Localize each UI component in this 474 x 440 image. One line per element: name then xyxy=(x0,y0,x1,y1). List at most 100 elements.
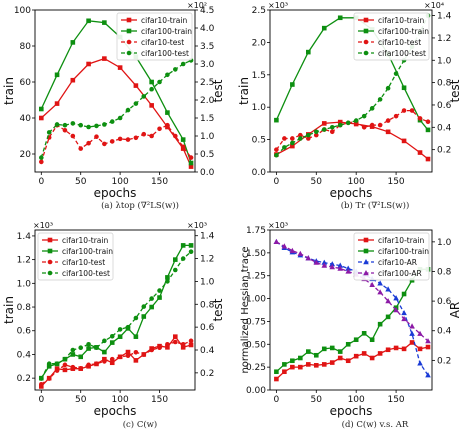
y-tick-label: 1.75 xyxy=(246,226,266,236)
data-point xyxy=(133,334,139,339)
data-point xyxy=(361,331,367,336)
data-point xyxy=(329,129,335,135)
data-point xyxy=(78,146,84,151)
y-tick-label: 0.00 xyxy=(246,386,266,396)
x-tick-label: 150 xyxy=(387,177,404,187)
data-point xyxy=(62,367,68,373)
data-point xyxy=(385,314,391,320)
data-point xyxy=(157,345,162,351)
legend-marker xyxy=(126,39,132,45)
legend-marker xyxy=(126,17,132,23)
data-point xyxy=(149,79,154,85)
data-point xyxy=(86,140,91,146)
x-axis-label: epochs xyxy=(330,186,373,200)
data-point xyxy=(377,280,383,286)
data-point xyxy=(393,307,399,313)
data-point xyxy=(157,126,162,132)
legend: cifar10-train cifar100-train cifar10-test c… xyxy=(37,232,114,281)
data-point xyxy=(425,372,431,378)
y2-tick-label: 3.5 xyxy=(200,42,214,52)
data-point xyxy=(298,364,303,370)
data-point xyxy=(274,376,279,382)
data-point xyxy=(70,121,76,126)
legend-marker xyxy=(363,39,369,45)
data-point xyxy=(102,122,107,127)
data-point xyxy=(369,122,375,128)
x-tick-label: 100 xyxy=(348,395,365,405)
data-point xyxy=(274,152,279,158)
legend-marker xyxy=(363,28,369,34)
x-tick-label: 150 xyxy=(151,177,168,187)
data-point xyxy=(385,129,391,135)
y-tick-label: 1.2 xyxy=(17,256,31,266)
data-point xyxy=(125,349,131,355)
data-point xyxy=(337,262,344,268)
data-point xyxy=(369,337,375,343)
y-tick-label: 0.2 xyxy=(17,374,31,384)
data-point xyxy=(149,86,154,92)
data-point xyxy=(377,289,383,295)
data-point xyxy=(417,360,423,366)
data-point xyxy=(425,127,431,133)
data-point xyxy=(361,125,367,130)
y-axis-label: train xyxy=(237,77,251,105)
plot-frame xyxy=(34,229,196,391)
data-point xyxy=(377,351,383,356)
data-point xyxy=(172,257,178,262)
y-axis-label: train xyxy=(2,77,16,105)
y2-tick-label: 0.4 xyxy=(437,327,452,337)
legend-marker xyxy=(363,50,369,56)
data-point xyxy=(117,327,123,332)
y2-tick-label: 0.2 xyxy=(437,146,451,156)
data-point xyxy=(109,333,115,339)
data-point xyxy=(369,281,375,288)
data-point xyxy=(290,82,295,87)
data-point xyxy=(188,243,194,248)
data-point xyxy=(337,15,343,21)
data-point xyxy=(393,295,399,301)
data-point xyxy=(180,341,186,347)
y2-tick-label: 0.6 xyxy=(200,323,215,333)
data-point xyxy=(337,119,343,125)
data-point xyxy=(337,122,343,128)
series-line-cifar10-test xyxy=(275,109,429,151)
data-point xyxy=(329,360,335,365)
legend-label: cifar100-test xyxy=(141,49,189,58)
chart-panel-3: 0 50 100 150 0.2 0.4 0.6 0.8 1.0 1.2 1.4 0.2 0.4 0.6 0… xyxy=(2,221,225,418)
x-tick-label: 50 xyxy=(311,395,323,405)
data-point xyxy=(290,364,295,370)
data-point xyxy=(401,315,407,322)
data-point xyxy=(417,330,423,336)
legend-marker xyxy=(363,248,369,254)
data-point xyxy=(321,262,328,268)
data-point xyxy=(149,304,154,310)
data-point xyxy=(290,358,295,364)
y-tick-label: 1.25 xyxy=(246,272,266,282)
legend-marker xyxy=(47,270,53,276)
y-tick-label: 1.00 xyxy=(246,295,266,305)
data-point xyxy=(46,130,52,135)
plot-frame xyxy=(34,9,196,173)
data-point xyxy=(290,140,295,146)
data-point xyxy=(425,119,431,125)
x-tick-label: 0 xyxy=(38,177,44,187)
data-point xyxy=(353,118,359,123)
data-point xyxy=(425,344,431,350)
data-point xyxy=(39,106,44,112)
data-point xyxy=(321,127,327,132)
data-point xyxy=(102,338,107,344)
legend: cifar10-train cifar100-train cifar10-AR cif… xyxy=(353,232,430,281)
y2-tick-label: 0.8 xyxy=(437,79,452,89)
y2-tick-label: 2.5 xyxy=(200,78,214,88)
data-point xyxy=(117,65,123,70)
data-point xyxy=(165,72,170,78)
data-point xyxy=(321,362,327,367)
data-point xyxy=(86,362,91,368)
x-tick-label: 50 xyxy=(75,177,87,187)
data-point xyxy=(94,361,99,367)
data-point xyxy=(149,296,154,301)
data-point xyxy=(141,314,147,319)
data-point xyxy=(321,25,327,31)
y-tick-label: 0.75 xyxy=(246,317,266,327)
